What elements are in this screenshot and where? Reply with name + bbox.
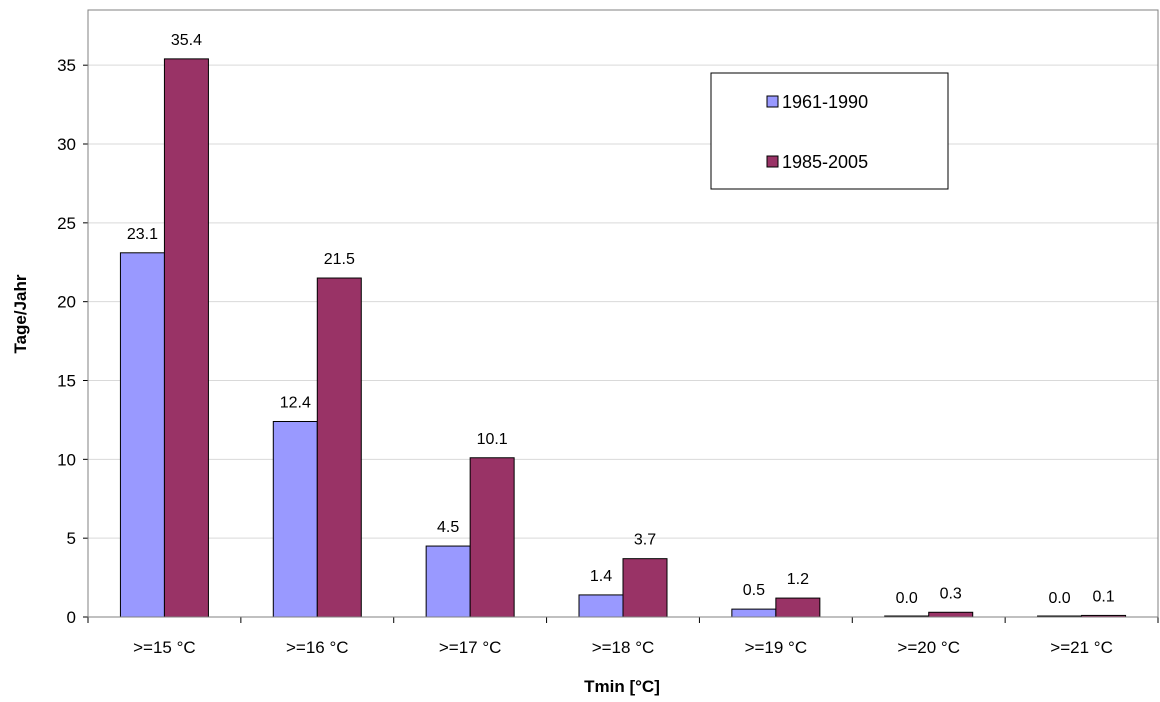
x-tick-label: >=21 °C	[1050, 638, 1113, 657]
y-axis-ticks: 0 5 10 15 20 25 30 35	[57, 10, 89, 627]
legend-label-1961-1990: 1961-1990	[782, 92, 868, 112]
bar-1961-1990-0	[119, 252, 165, 618]
x-tick-label: >=17 °C	[439, 638, 502, 657]
bar-1985-2005-2	[469, 457, 515, 618]
x-axis-ticks: >=15 °C >=16 °C >=17 °C >=18 °C >=19 °C >=20 …	[87, 616, 1159, 657]
x-tick-label: >=16 °C	[286, 638, 349, 657]
gridlines	[88, 64, 1158, 539]
x-tick-label: >=18 °C	[592, 638, 655, 657]
data-label: 0.3	[940, 585, 962, 602]
data-label: 0.1	[1092, 588, 1114, 605]
x-tick-label: >=20 °C	[897, 638, 960, 657]
legend-swatch-1985-2005	[766, 155, 779, 168]
y-tick-label: 10	[57, 450, 76, 469]
y-tick-label: 20	[57, 293, 76, 312]
x-tick-label: >=19 °C	[745, 638, 808, 657]
data-label: 23.1	[127, 226, 158, 243]
plot-area-border	[87, 9, 1159, 618]
data-label: 10.1	[477, 431, 508, 448]
legend-label-1985-2005: 1985-2005	[782, 152, 868, 172]
data-label: 3.7	[634, 532, 656, 549]
x-axis-title: Tmin [°C]	[584, 677, 660, 696]
data-labels: 23.1 12.4 4.5 1.4 0.5 0.0 0.0 35.4 21.5 10.1 3.7 1.…	[127, 32, 1115, 607]
data-label: 35.4	[171, 32, 202, 49]
bar-1985-2005-3	[622, 558, 668, 618]
bars	[119, 58, 1127, 618]
data-label: 12.4	[280, 394, 311, 411]
y-tick-label: 0	[67, 608, 76, 627]
data-label: 0.0	[1048, 590, 1070, 607]
x-tick-label: >=15 °C	[133, 638, 196, 657]
bar-1985-2005-0	[163, 58, 209, 618]
legend-box	[710, 72, 949, 190]
legend: 1961-1990 1985-2005	[710, 72, 949, 190]
data-label: 21.5	[324, 251, 355, 268]
y-tick-label: 25	[57, 214, 76, 233]
y-tick-label: 15	[57, 372, 76, 391]
bar-1961-1990-3	[578, 594, 624, 618]
data-label: 1.2	[787, 571, 809, 588]
y-tick-label: 35	[57, 56, 76, 75]
data-label: 1.4	[590, 568, 612, 585]
data-label: 0.5	[743, 582, 765, 599]
data-label: 4.5	[437, 519, 459, 536]
y-axis-title: Tage/Jahr	[11, 274, 30, 353]
legend-swatch-1961-1990	[766, 95, 779, 108]
y-tick-label: 5	[67, 529, 76, 548]
bar-1985-2005-4	[775, 597, 821, 618]
y-tick-label: 30	[57, 135, 76, 154]
bar-1961-1990-1	[272, 420, 318, 618]
bar-1985-2005-1	[316, 277, 362, 618]
data-label: 0.0	[896, 590, 918, 607]
bar-1961-1990-4	[731, 608, 777, 618]
bar-1985-2005-5	[928, 611, 974, 618]
bar-1961-1990-2	[425, 545, 471, 618]
